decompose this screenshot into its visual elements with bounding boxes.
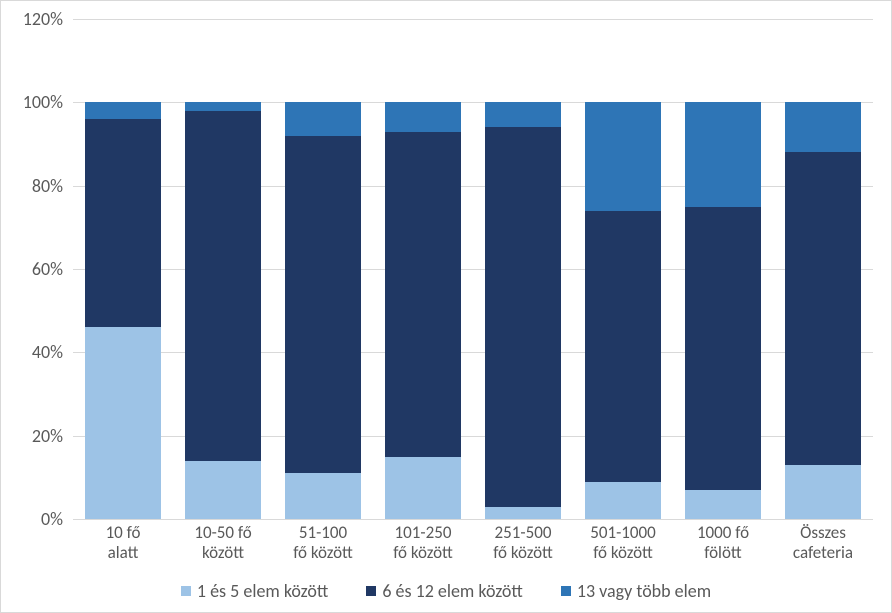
x-axis-line — [73, 519, 873, 520]
bar — [85, 102, 161, 519]
bar-segment — [685, 207, 761, 490]
plot-area — [73, 19, 873, 519]
bar-segment — [85, 119, 161, 327]
bar-segment — [85, 327, 161, 519]
legend-swatch — [561, 586, 571, 596]
bar-segment — [785, 102, 861, 152]
bar — [585, 102, 661, 519]
x-tick-label: 501-1000fő között — [573, 523, 673, 564]
bar-segment — [185, 111, 261, 461]
bar-segment — [485, 127, 561, 506]
legend-item: 6 és 12 elem között — [366, 580, 523, 602]
bar-slot — [273, 19, 373, 519]
bar-segment — [585, 102, 661, 210]
x-tick-label: 10-50 főközött — [173, 523, 273, 564]
bar-segment — [185, 102, 261, 110]
bars-row — [73, 19, 873, 519]
y-tick-label: 60% — [3, 258, 63, 280]
y-tick-label: 120% — [3, 8, 63, 30]
x-tick-label: 101-250fő között — [373, 523, 473, 564]
bar — [685, 102, 761, 519]
bar-slot — [573, 19, 673, 519]
x-tick-label: 51-100fő között — [273, 523, 373, 564]
y-tick-label: 80% — [3, 175, 63, 197]
bar-slot — [673, 19, 773, 519]
bar — [485, 102, 561, 519]
bar — [785, 102, 861, 519]
bar — [285, 102, 361, 519]
bar-segment — [385, 457, 461, 520]
bar-slot — [73, 19, 173, 519]
bar — [385, 102, 461, 519]
bar — [185, 102, 261, 519]
bar-segment — [185, 461, 261, 519]
bar-segment — [785, 465, 861, 519]
y-tick-label: 40% — [3, 341, 63, 363]
bar-segment — [285, 136, 361, 474]
bar-segment — [585, 211, 661, 482]
bar-segment — [285, 473, 361, 519]
bar-segment — [485, 102, 561, 127]
x-tick-label: 251-500fő között — [473, 523, 573, 564]
bar-segment — [685, 102, 761, 206]
bar-segment — [85, 102, 161, 119]
legend-item: 1 és 5 elem között — [181, 580, 328, 602]
x-tick-label: 1000 főfölött — [673, 523, 773, 564]
x-axis-labels: 10 főalatt 10-50 főközött 51-100fő közöt… — [73, 523, 873, 564]
y-tick-label: 100% — [3, 91, 63, 113]
legend-item: 13 vagy több elem — [561, 580, 711, 602]
bar-slot — [473, 19, 573, 519]
legend-swatch — [366, 586, 376, 596]
bar-segment — [485, 507, 561, 520]
legend: 1 és 5 elem között 6 és 12 elem között 1… — [1, 580, 891, 602]
bar-slot — [773, 19, 873, 519]
stacked-bar-chart: 0% 20% 40% 60% 80% 100% 120% 10 főalatt … — [0, 0, 892, 613]
y-tick-label: 0% — [3, 508, 63, 530]
legend-label: 1 és 5 elem között — [197, 580, 328, 602]
bar-slot — [173, 19, 273, 519]
bar-segment — [785, 152, 861, 465]
bar-segment — [285, 102, 361, 135]
legend-label: 6 és 12 elem között — [382, 580, 523, 602]
bar-segment — [385, 132, 461, 457]
bar-slot — [373, 19, 473, 519]
bar-segment — [585, 482, 661, 520]
bar-segment — [685, 490, 761, 519]
legend-label: 13 vagy több elem — [577, 580, 711, 602]
x-tick-label: 10 főalatt — [73, 523, 173, 564]
x-tick-label: Összescafeteria — [773, 523, 873, 564]
y-tick-label: 20% — [3, 425, 63, 447]
legend-swatch — [181, 586, 191, 596]
bar-segment — [385, 102, 461, 131]
